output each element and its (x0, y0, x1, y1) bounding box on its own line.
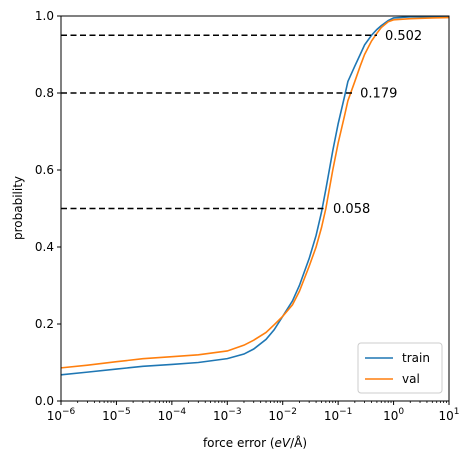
plot-content: 0.502 0.179 0.058 (60, 15, 450, 376)
x-tick-label-1: 10−5 (102, 407, 131, 423)
legend-box (357, 342, 443, 394)
legend: train val (357, 342, 443, 394)
x-axis-label-unit: eV (275, 436, 291, 450)
x-tick-label-3: 10−3 (213, 407, 242, 423)
reference-label-1: 0.179 (360, 87, 397, 102)
series-line-train (60, 15, 449, 376)
plot-frame (60, 15, 450, 402)
x-tick-label-6: 100 (383, 407, 404, 423)
legend-label-val: val (402, 372, 420, 386)
x-axis-label: force error (eV/Å) (203, 435, 307, 450)
x-axis-label-prefix: force error ( (203, 436, 275, 450)
y-tick-label-2: 0.4 (35, 240, 54, 254)
x-axis-label-suffix: /Å) (290, 435, 307, 450)
x-tick-label-5: 10−1 (324, 407, 353, 423)
y-tick-label-1: 0.2 (35, 317, 54, 331)
y-tick-label-0: 0.0 (35, 394, 54, 408)
x-tick-label-2: 10−4 (158, 407, 187, 423)
reference-label-2: 0.058 (333, 202, 370, 217)
legend-label-train: train (402, 351, 430, 365)
x-tick-label-7: 101 (438, 407, 459, 423)
y-tick-label-5: 1.0 (35, 9, 54, 23)
series-line-val (60, 16, 450, 369)
y-axis-label: probability (11, 176, 25, 240)
reference-label-0: 0.502 (385, 29, 422, 44)
y-tick-label-4: 0.8 (35, 86, 54, 100)
y-tick-label-3: 0.6 (35, 163, 54, 177)
x-tick-label-0: 10−6 (47, 407, 76, 423)
x-tick-label-4: 10−2 (268, 407, 297, 423)
axis-ticks: 10−6 10−5 10−4 10−3 10−2 10−1 100 101 0.0 0.2 0.4 0… (35, 9, 460, 423)
